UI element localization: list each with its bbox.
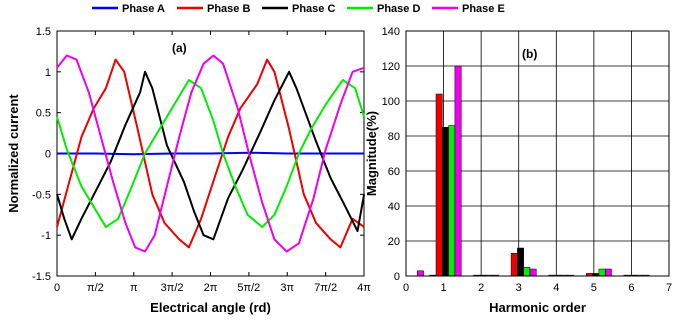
bar-phase-c-h3 — [517, 247, 524, 277]
series-line-phase-b — [56, 58, 365, 249]
bar-phase-b-h1 — [435, 93, 443, 277]
bar-phase-e-h1 — [454, 65, 462, 277]
y-tick-label: -0.5 — [32, 189, 51, 201]
panel-b-label: (b) — [522, 47, 537, 61]
x-tick-label: π — [130, 282, 138, 294]
bar-phase-d-h3 — [523, 267, 531, 277]
legend: Phase A Phase B Phase C Phase D Phase E — [92, 3, 505, 15]
y-tick-label: 1 — [45, 67, 51, 79]
panel-a-series — [56, 54, 366, 253]
y-tick-label: 0 — [394, 271, 400, 283]
x-tick-label: 5π/2 — [237, 282, 260, 294]
series-line-phase-d — [56, 79, 366, 228]
x-tick-label: 0 — [54, 282, 60, 294]
y-tick-label: 60 — [388, 166, 400, 178]
y-tick-label: 20 — [388, 236, 400, 248]
y-tick-label: 80 — [388, 131, 400, 143]
x-tick-label: 1 — [441, 282, 447, 294]
panel-b-bar-chart: 0 1 2 3 4 5 6 7 0 20 40 60 80 100 120 140 (b) Harmonic … — [364, 26, 672, 315]
x-tick-label: π/2 — [87, 282, 104, 294]
x-tick-label: 2 — [478, 282, 484, 294]
x-tick-label: 5 — [591, 282, 597, 294]
y-tick-label: 120 — [382, 61, 400, 73]
x-tick-label: 7π/2 — [314, 282, 337, 294]
panel-a-line-chart: 0 π/2 π 3π/2 2π 5π/2 3π 7π/2 4π -1.5 -1 -0.5 0 0.5 1 1.… — [6, 26, 371, 315]
panel-b-ticks: 0 1 2 3 4 5 6 7 0 20 40 60 80 100 120 140 — [382, 26, 672, 294]
x-tick-label: 3π/2 — [161, 282, 184, 294]
panel-a-y-axis-label: Normalized current — [6, 94, 21, 213]
bar-phase-e-h5 — [604, 268, 612, 277]
x-tick-label: 4π — [357, 282, 371, 294]
y-tick-label: -1 — [41, 230, 51, 242]
panel-b-y-axis-label: Magnitude(%) — [364, 111, 379, 196]
x-tick-label: 4 — [553, 282, 559, 294]
x-tick-label: 3π — [280, 282, 294, 294]
y-tick-label: 0 — [45, 149, 51, 161]
legend-label: Phase A — [122, 3, 165, 15]
panel-b-x-axis-label: Harmonic order — [489, 300, 586, 315]
panel-a-ticks: 0 π/2 π 3π/2 2π 5π/2 3π 7π/2 4π -1.5 -1 -0.5 0 0.5 1 1.… — [32, 26, 371, 294]
bar-phase-e-h3 — [529, 268, 537, 277]
x-tick-label: 6 — [628, 282, 634, 294]
panel-a-label: (a) — [172, 41, 187, 55]
series-line-phase-c — [56, 70, 366, 241]
x-tick-label: 0 — [403, 282, 409, 294]
y-tick-label: 100 — [382, 96, 400, 108]
panel-b-axes-frame — [405, 30, 670, 277]
bar-phase-b-h3 — [510, 253, 518, 277]
series-line-phase-a — [57, 151, 365, 156]
y-tick-label: 1.5 — [36, 26, 51, 38]
y-tick-label: 40 — [388, 201, 400, 213]
bar-phase-e-h0 — [417, 270, 424, 277]
x-tick-label: 3 — [516, 282, 522, 294]
legend-label: Phase B — [207, 3, 250, 15]
legend-label: Phase D — [377, 3, 420, 15]
x-tick-label: 2π — [204, 282, 218, 294]
bar-phase-d-h1 — [448, 125, 456, 277]
y-tick-label: 140 — [382, 26, 400, 38]
series-line-phase-e — [56, 54, 365, 253]
bar-phase-c-h1 — [442, 127, 449, 277]
bar-phase-d-h5 — [598, 268, 606, 277]
y-tick-label: 0.5 — [36, 108, 51, 120]
x-tick-label: 7 — [666, 282, 672, 294]
legend-label: Phase E — [462, 3, 505, 15]
panel-a-x-axis-label: Electrical angle (rd) — [150, 300, 271, 315]
y-tick-label: -1.5 — [32, 271, 51, 283]
legend-label: Phase C — [292, 3, 335, 15]
